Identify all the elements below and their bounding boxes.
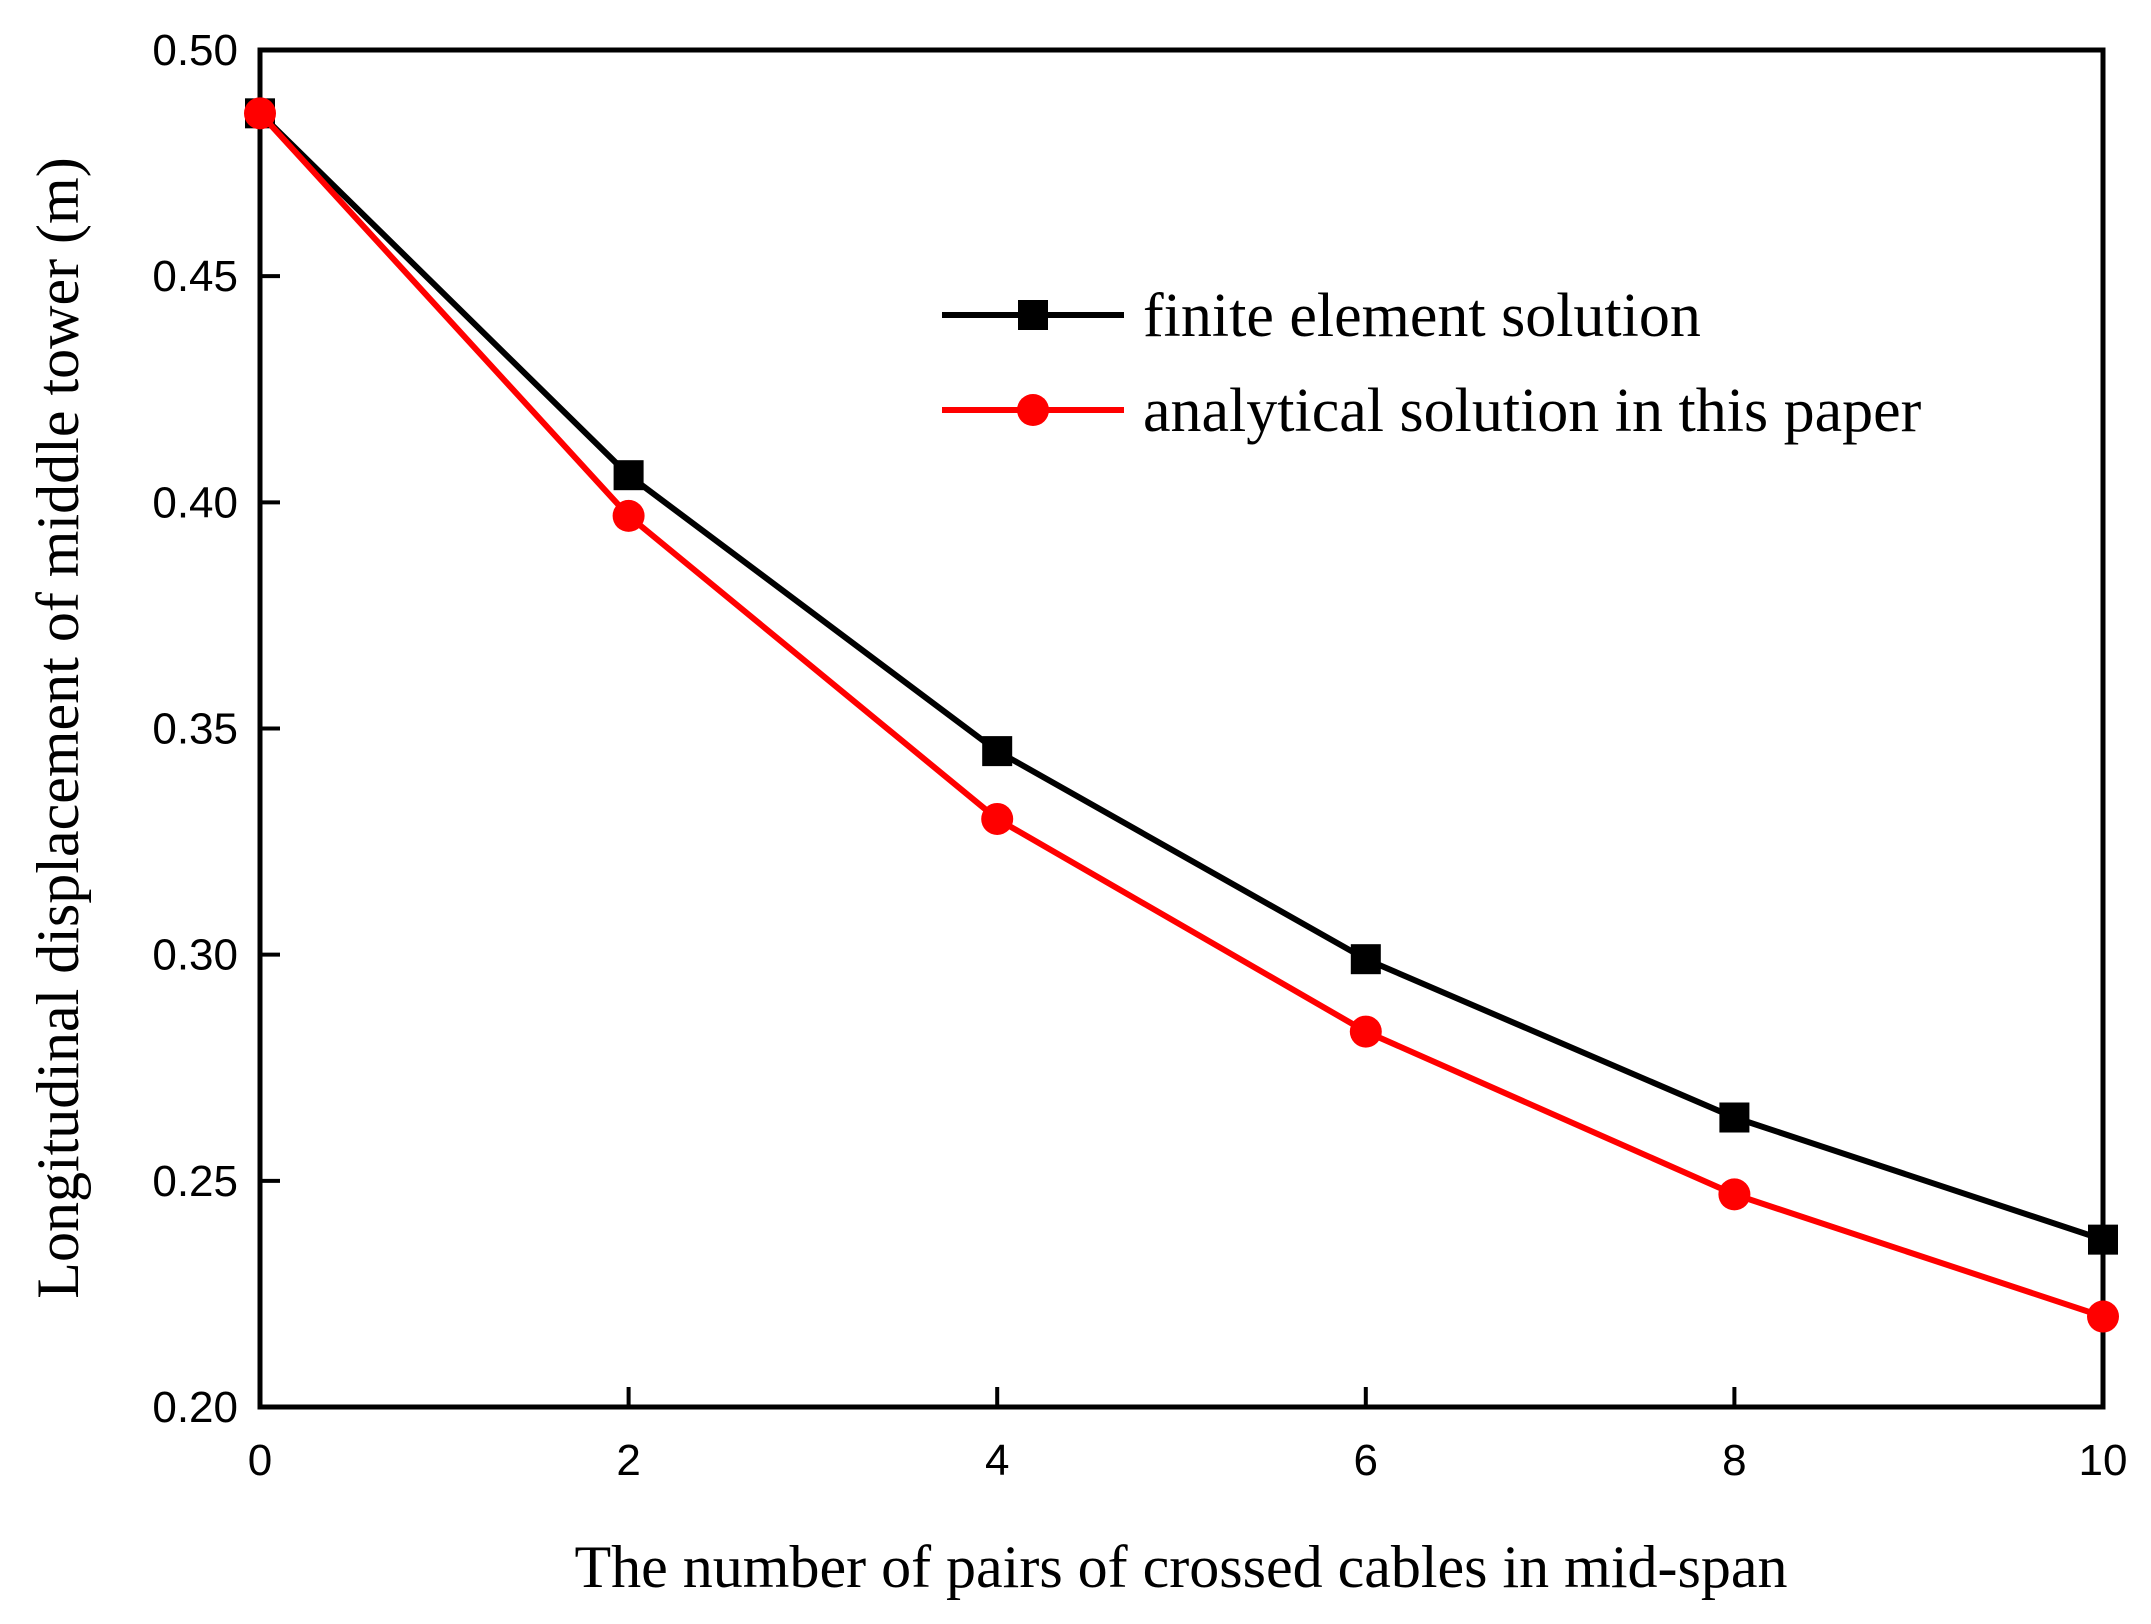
x-tick-label: 0	[248, 1436, 272, 1485]
y-tick-label: 0.50	[152, 26, 238, 75]
series-line	[257, 111, 2104, 1243]
x-tick-label: 10	[2079, 1436, 2128, 1485]
data-point	[612, 499, 645, 532]
data-point	[981, 802, 1014, 835]
series-finite-element	[245, 98, 2118, 1255]
y-tick-label: 0.45	[152, 252, 238, 301]
y-tick-label: 0.40	[152, 478, 238, 527]
data-point	[1349, 1015, 1382, 1048]
x-tick-label: 4	[985, 1436, 1009, 1485]
y-tick-label: 0.20	[152, 1383, 238, 1432]
data-point	[244, 97, 276, 130]
x-tick-label: 2	[616, 1436, 640, 1485]
x-tick-label: 6	[1354, 1436, 1378, 1485]
legend-label: finite element solution	[1143, 282, 1701, 350]
data-point	[982, 736, 1013, 767]
x-tick-label: 8	[1722, 1436, 1746, 1485]
data-point	[613, 460, 644, 491]
legend-marker	[1017, 394, 1049, 426]
axis-ticks: 0 2 4 6 8 10 0.20 0.25 0.30 0.35 0.40 0.45 0.50	[152, 26, 2127, 1485]
data-point	[2088, 1224, 2118, 1255]
y-tick-label: 0.25	[152, 1157, 238, 1206]
legend-label: analytical solution in this paper	[1143, 377, 1922, 445]
series-analytical	[244, 97, 2119, 1333]
legend: finite element solution analytical soluti…	[942, 282, 1922, 445]
data-point	[2087, 1300, 2119, 1333]
y-tick-label: 0.30	[152, 931, 238, 980]
x-axis-title: The number of pairs of crossed cables in…	[575, 1534, 1788, 1600]
series-line	[257, 111, 2104, 1320]
plot-frame	[257, 47, 2106, 1410]
legend-marker	[1018, 300, 1048, 330]
y-axis-title: Longitudinal displacement of middle towe…	[25, 157, 91, 1298]
data-point	[1350, 944, 1381, 975]
series-layer	[244, 97, 2119, 1333]
data-point	[1718, 1178, 1751, 1211]
y-tick-label: 0.35	[152, 705, 238, 754]
data-point	[1719, 1102, 1750, 1133]
